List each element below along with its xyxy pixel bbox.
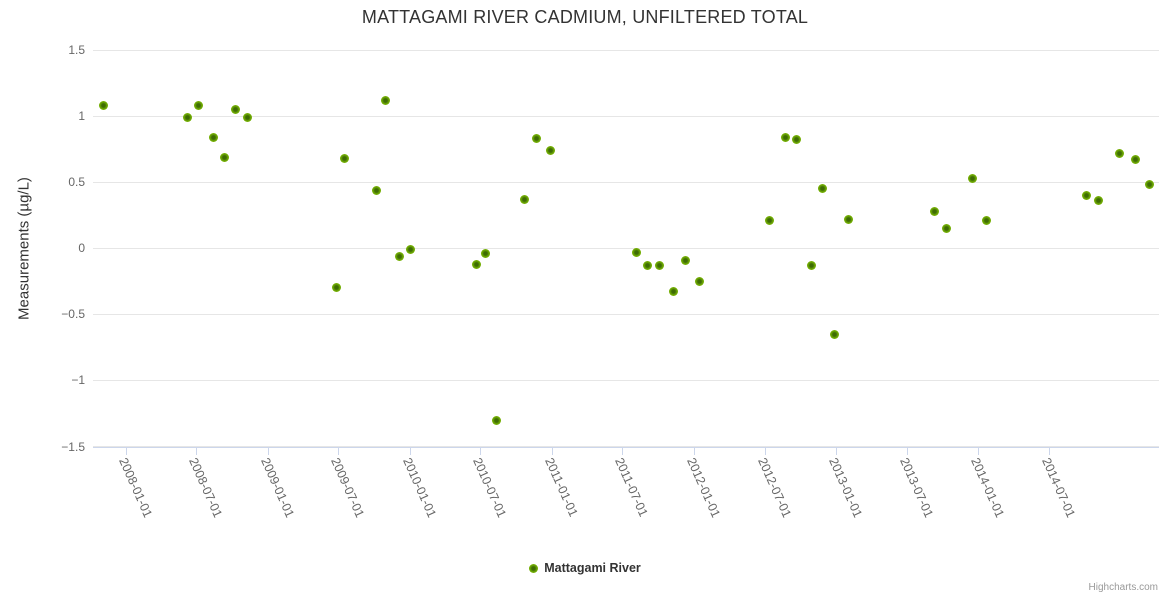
x-axis-line xyxy=(93,446,1159,448)
legend-marker-icon xyxy=(529,563,539,573)
data-point[interactable] xyxy=(981,215,991,225)
legend-item-mattagami-river[interactable]: Mattagami River xyxy=(529,561,641,575)
x-axis-tick xyxy=(552,447,554,455)
data-point[interactable] xyxy=(669,287,679,297)
highcharts-credits-link[interactable]: Highcharts.com xyxy=(1088,582,1158,593)
data-point[interactable] xyxy=(829,329,839,339)
data-point[interactable] xyxy=(209,132,219,142)
data-point[interactable] xyxy=(941,223,951,233)
x-axis-tick xyxy=(268,447,270,455)
y-axis-label: −1.5 xyxy=(61,439,85,454)
data-point[interactable] xyxy=(643,260,653,270)
x-axis-label: 2012-01-01 xyxy=(684,455,724,520)
data-point[interactable] xyxy=(1115,148,1125,158)
y-axis-title: Measurements (µg/L) xyxy=(15,177,33,320)
data-point[interactable] xyxy=(472,259,482,269)
data-point[interactable] xyxy=(99,101,109,110)
x-axis-tick xyxy=(480,447,482,455)
data-point[interactable] xyxy=(532,134,542,144)
gridline xyxy=(93,379,1159,381)
data-point[interactable] xyxy=(967,173,977,183)
y-axis-label: −1 xyxy=(71,373,85,388)
y-axis-label: 0.5 xyxy=(68,175,85,190)
x-axis-label: 2008-01-01 xyxy=(115,455,155,520)
data-point[interactable] xyxy=(395,251,405,261)
x-axis-label: 2014-01-01 xyxy=(968,455,1008,520)
data-point[interactable] xyxy=(1130,155,1140,165)
data-point[interactable] xyxy=(183,112,193,122)
data-point[interactable] xyxy=(481,249,491,259)
data-point[interactable] xyxy=(492,415,502,425)
data-point[interactable] xyxy=(930,206,940,216)
x-axis-tick xyxy=(125,447,127,455)
x-axis-label: 2010-07-01 xyxy=(470,455,510,520)
data-point[interactable] xyxy=(340,153,350,163)
x-axis-tick xyxy=(410,447,412,455)
data-point[interactable] xyxy=(781,132,791,142)
data-point[interactable] xyxy=(220,152,230,162)
legend: Mattagami River xyxy=(0,561,1170,575)
data-point[interactable] xyxy=(193,101,203,110)
x-axis-label: 2013-01-01 xyxy=(826,455,866,520)
data-point[interactable] xyxy=(807,260,817,270)
data-point[interactable] xyxy=(406,245,416,255)
data-point[interactable] xyxy=(546,145,556,155)
data-point[interactable] xyxy=(695,276,705,286)
data-point[interactable] xyxy=(681,255,691,265)
y-axis-label: 0 xyxy=(78,241,85,256)
y-axis-label: 1 xyxy=(78,109,85,124)
data-point[interactable] xyxy=(632,247,642,257)
x-axis-tick xyxy=(622,447,624,455)
x-axis-label: 2014-07-01 xyxy=(1039,455,1078,520)
data-point[interactable] xyxy=(520,194,530,204)
gridline xyxy=(93,49,1159,51)
data-point[interactable] xyxy=(655,260,665,270)
legend-label: Mattagami River xyxy=(544,561,641,575)
data-point[interactable] xyxy=(380,95,390,105)
x-axis-label: 2009-01-01 xyxy=(258,455,297,520)
gridline xyxy=(93,115,1159,117)
x-axis-tick xyxy=(196,447,198,455)
data-point[interactable] xyxy=(792,135,802,145)
gridline xyxy=(93,247,1159,249)
gridline xyxy=(93,313,1159,315)
x-axis-tick xyxy=(906,447,908,455)
x-axis-tick xyxy=(338,447,340,455)
x-axis-tick xyxy=(694,447,696,455)
x-axis-tick xyxy=(836,447,838,455)
x-axis-label: 2008-07-01 xyxy=(186,455,226,520)
chart-title: MATTAGAMI RIVER CADMIUM, UNFILTERED TOTA… xyxy=(361,7,809,27)
y-axis-label: 1.5 xyxy=(68,43,85,57)
gridline xyxy=(93,181,1159,183)
data-point[interactable] xyxy=(1093,196,1103,206)
data-point[interactable] xyxy=(844,214,854,224)
x-axis-label: 2011-01-01 xyxy=(542,455,581,519)
x-axis-label: 2012-07-01 xyxy=(755,455,794,520)
data-point[interactable] xyxy=(231,104,241,114)
data-point[interactable] xyxy=(1144,180,1154,190)
x-axis-label: 2011-07-01 xyxy=(612,455,652,519)
x-axis-tick xyxy=(764,447,766,455)
data-point[interactable] xyxy=(332,283,342,293)
x-axis-tick xyxy=(978,447,980,455)
x-axis-label: 2013-07-01 xyxy=(897,455,936,520)
x-axis-label: 2009-07-01 xyxy=(328,455,368,520)
data-point[interactable] xyxy=(818,184,828,194)
data-point[interactable] xyxy=(765,215,775,225)
data-point[interactable] xyxy=(1081,190,1091,200)
x-axis-label: 2010-01-01 xyxy=(400,455,439,520)
data-point[interactable] xyxy=(372,185,382,195)
x-axis-tick xyxy=(1048,447,1050,455)
y-axis-label: −0.5 xyxy=(61,307,85,322)
data-point[interactable] xyxy=(243,112,253,122)
